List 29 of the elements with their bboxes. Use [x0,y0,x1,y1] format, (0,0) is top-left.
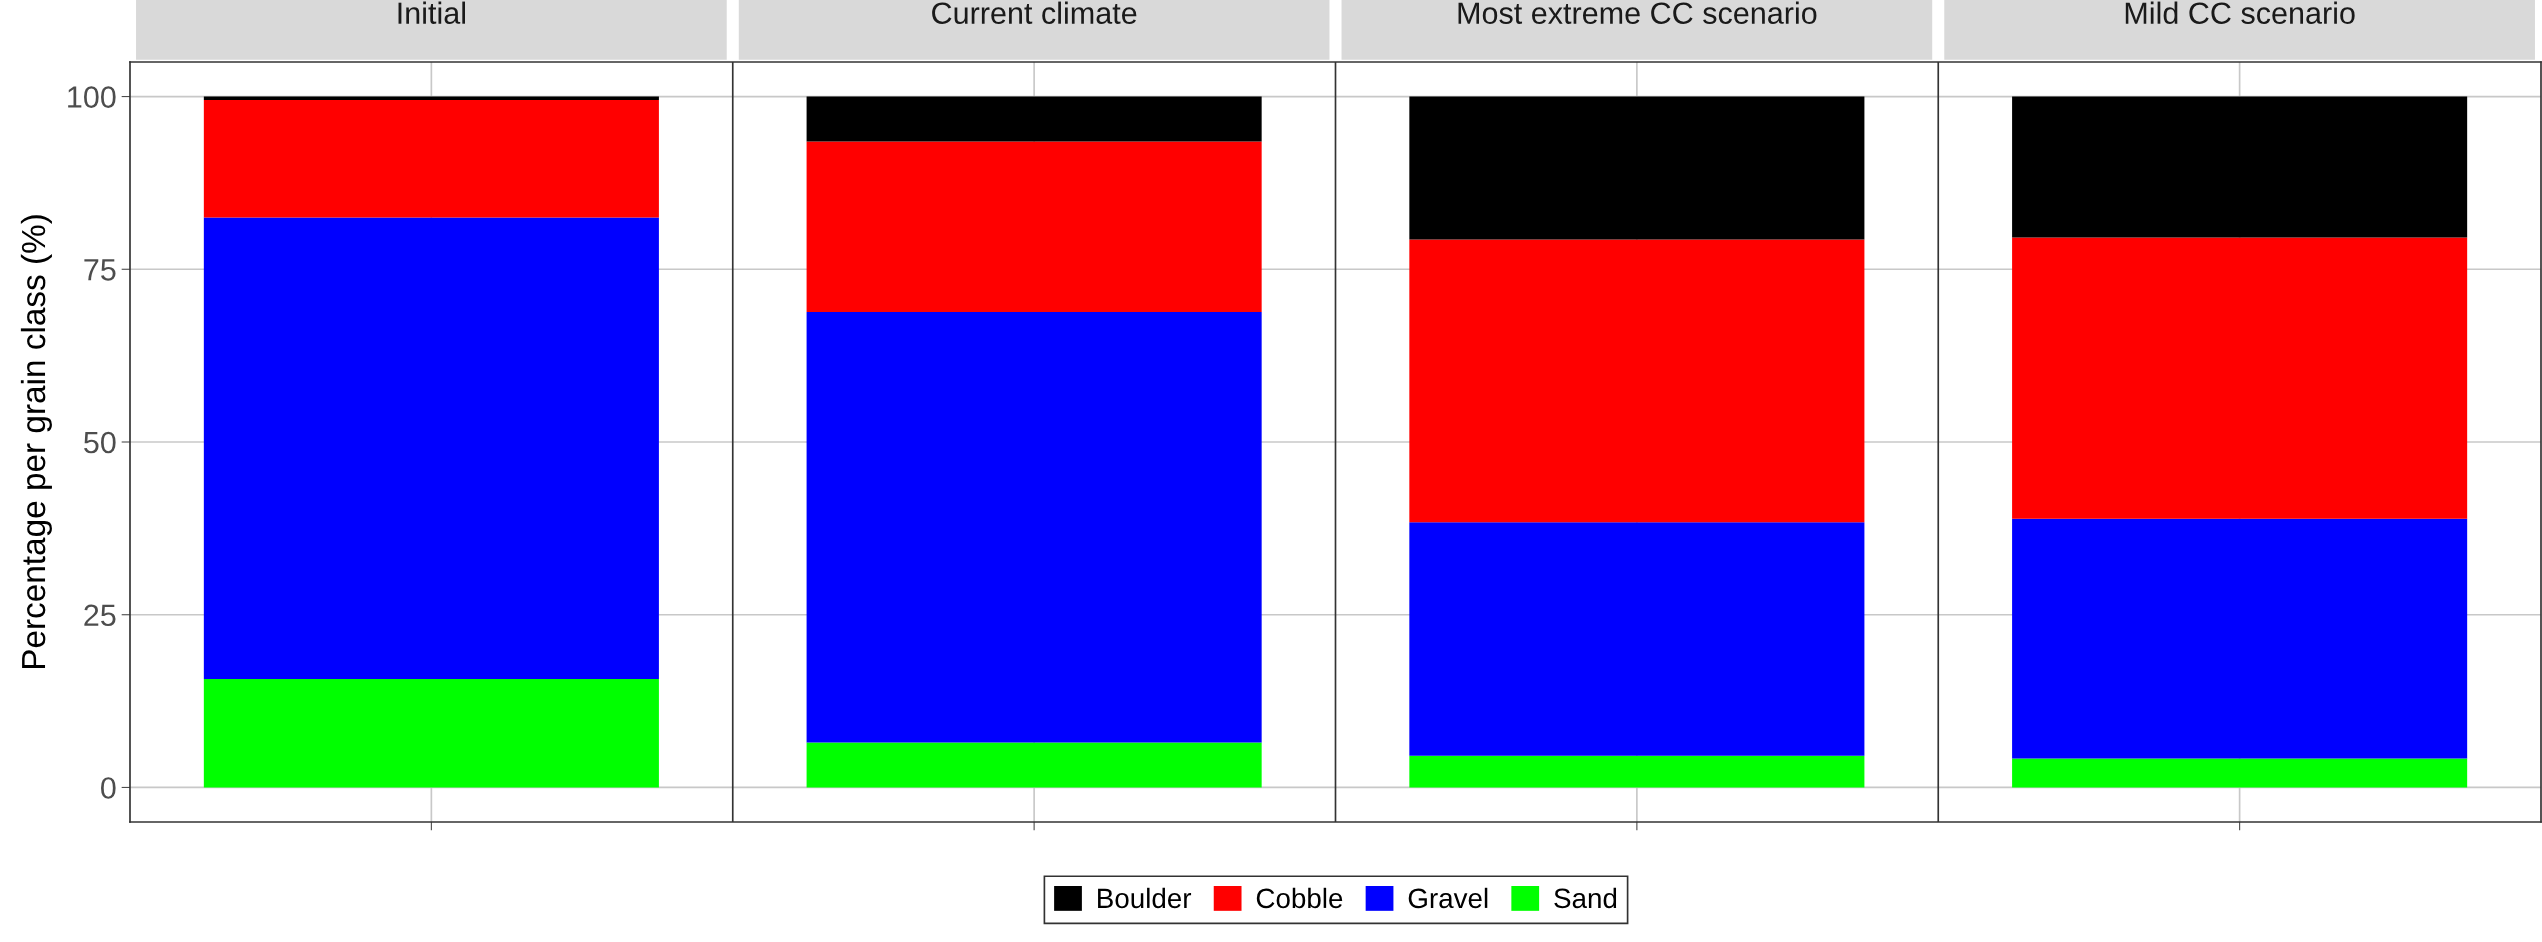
y-tick-label: 100 [68,86,116,108]
y-tick-label: 50 [84,431,116,454]
bar [1409,239,1865,523]
bar [2012,237,2468,519]
bar [1409,755,1865,788]
bar [806,96,1262,142]
x-tick-label: Initial [398,1,465,25]
bar [2012,758,2468,788]
y-axis-title: Percentage per grain class (%) [20,215,52,669]
x-tick-label: Current climate [932,1,1137,25]
bar [203,217,659,679]
bar [806,141,1262,313]
x-tick-label: Most extreme CC scenario [1458,1,1817,25]
bar [2012,518,2468,759]
y-tick-label: 25 [84,604,116,627]
x-tick-label: Mild CC scenario [2125,1,2355,25]
bar [1409,96,1865,240]
bar [806,742,1262,788]
legend-label: Boulder [1098,887,1192,909]
bar [2012,96,2468,238]
legend-label: Gravel [1408,887,1488,909]
y-tick-label: 75 [84,259,116,281]
y-tick-label: 0 [101,777,116,799]
bar [806,312,1262,743]
legend-label: Cobble [1256,887,1343,909]
bar [203,678,659,788]
legend-label: Sand [1554,887,1617,909]
bar [203,100,659,218]
bar [1409,522,1865,756]
